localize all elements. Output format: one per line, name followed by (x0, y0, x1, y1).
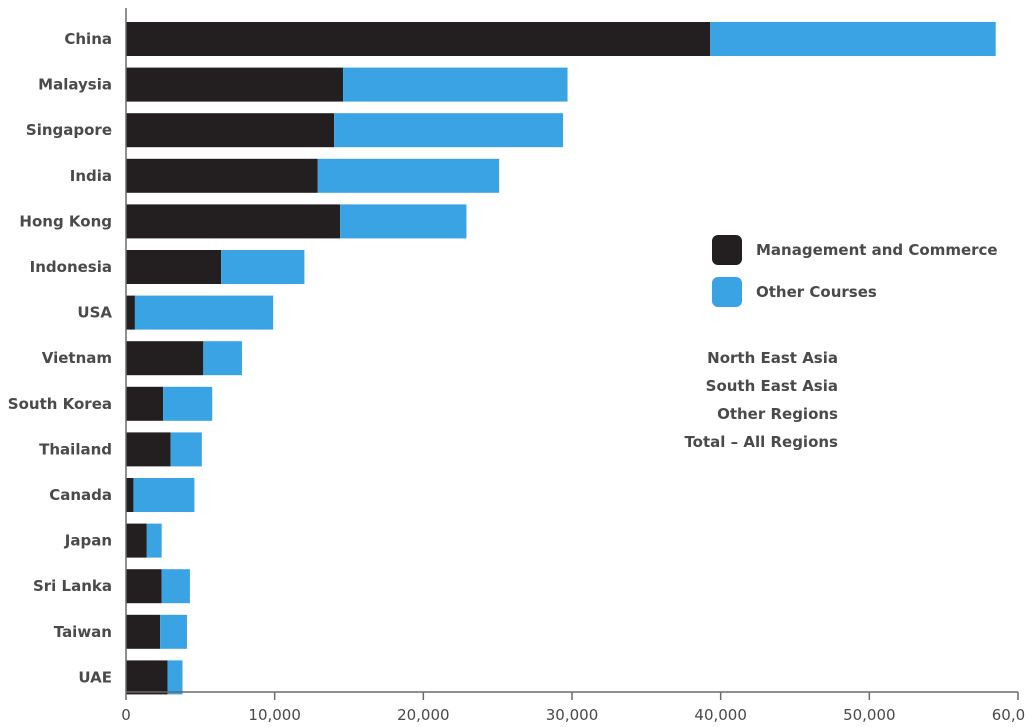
region-label: Total – All Regions (684, 433, 838, 451)
legend-swatch-management (712, 235, 742, 265)
category-label: Indonesia (30, 258, 112, 276)
region-totals-table: North East Asia 60,542 36,555 South East… (600, 340, 1024, 464)
bar-other-segment (221, 250, 305, 284)
bar-other-segment (170, 432, 202, 467)
legend-swatch-other (712, 277, 742, 307)
category-label: Taiwan (54, 623, 112, 641)
bar-management-segment (126, 22, 711, 56)
category-label: China (64, 30, 112, 48)
bar-other-segment (167, 660, 183, 695)
bar-other-segment (334, 113, 564, 148)
bar-management-segment (126, 614, 161, 649)
bar-other-segment (340, 204, 467, 239)
bar-other-segment (146, 523, 162, 558)
bar-management-segment (126, 432, 171, 467)
bar-other-segment (134, 295, 274, 330)
category-label: Malaysia (38, 76, 112, 94)
bar-management-segment (126, 113, 335, 148)
bar-management-segment (126, 204, 341, 239)
category-label: Singapore (26, 121, 112, 139)
category-label: Thailand (39, 440, 112, 458)
bar-management-segment (126, 295, 135, 330)
category-label: USA (77, 304, 112, 322)
management-value: 140,600 (846, 433, 916, 451)
x-tick-label: 50,000 (843, 706, 896, 724)
bar-other-segment (203, 341, 242, 376)
x-tick-label: 0 (121, 706, 131, 724)
category-label: South Korea (8, 395, 112, 413)
x-tick-label: 20,000 (397, 706, 450, 724)
category-label: Sri Lanka (33, 577, 112, 595)
bar-management-segment (126, 158, 318, 193)
bar-other-segment (343, 67, 568, 102)
bar-other-segment (317, 158, 500, 193)
bar-other-segment (161, 569, 190, 604)
bar-management-segment (126, 250, 222, 284)
category-labels: China Malaysia Singapore India Hong Kong Indo… (8, 30, 113, 686)
other-value: 42,721 (948, 377, 1006, 395)
management-value: 36,324 (852, 405, 910, 423)
category-label: Canada (49, 486, 112, 504)
other-value: 132,499 (942, 433, 1012, 451)
region-row: Total – All Regions 140,600 132,499 (600, 428, 1012, 456)
category-label: Vietnam (42, 349, 112, 367)
other-value: 36,555 (948, 349, 1006, 367)
region-label: Other Regions (717, 405, 838, 423)
bar-other-segment (163, 386, 213, 421)
x-tick-label: 30,000 (546, 706, 599, 724)
legend: Management and Commerce Other Courses (712, 232, 998, 316)
region-row: North East Asia 60,542 36,555 (600, 344, 1012, 372)
bar-management-segment (126, 569, 162, 604)
x-tick-label: 10,000 (248, 706, 301, 724)
bar-management-segment (126, 523, 147, 558)
region-row: Other Regions 36,324 53,223 (600, 400, 1012, 428)
bar-other-segment (133, 478, 195, 512)
bar-management-segment (126, 341, 204, 376)
bar-management-segment (126, 67, 344, 102)
category-label: UAE (78, 668, 112, 686)
category-label: Japan (64, 532, 112, 550)
management-value: 43,734 (852, 377, 910, 395)
legend-label: Other Courses (756, 283, 877, 301)
x-tick-label: 40,000 (694, 706, 747, 724)
region-label: North East Asia (707, 349, 838, 367)
bar-management-segment (126, 386, 164, 421)
management-value: 60,542 (852, 349, 910, 367)
legend-label: Management and Commerce (756, 241, 998, 259)
bar-other-segment (160, 614, 187, 649)
bars-group (126, 22, 996, 695)
region-label: South East Asia (705, 377, 838, 395)
category-label: India (70, 167, 112, 185)
other-value: 53,223 (948, 405, 1006, 423)
bar-management-segment (126, 660, 168, 695)
bar-management-segment (126, 478, 134, 512)
legend-item-management: Management and Commerce (712, 232, 998, 268)
legend-item-other: Other Courses (712, 274, 998, 310)
region-row: South East Asia 43,734 42,721 (600, 372, 1012, 400)
x-tick-label: 60,000 (992, 706, 1025, 724)
bar-other-segment (710, 22, 996, 56)
x-axis-ticks: 0 10,000 20,000 30,000 40,000 50,000 60,000 (121, 692, 1025, 724)
category-label: Hong Kong (19, 212, 112, 230)
